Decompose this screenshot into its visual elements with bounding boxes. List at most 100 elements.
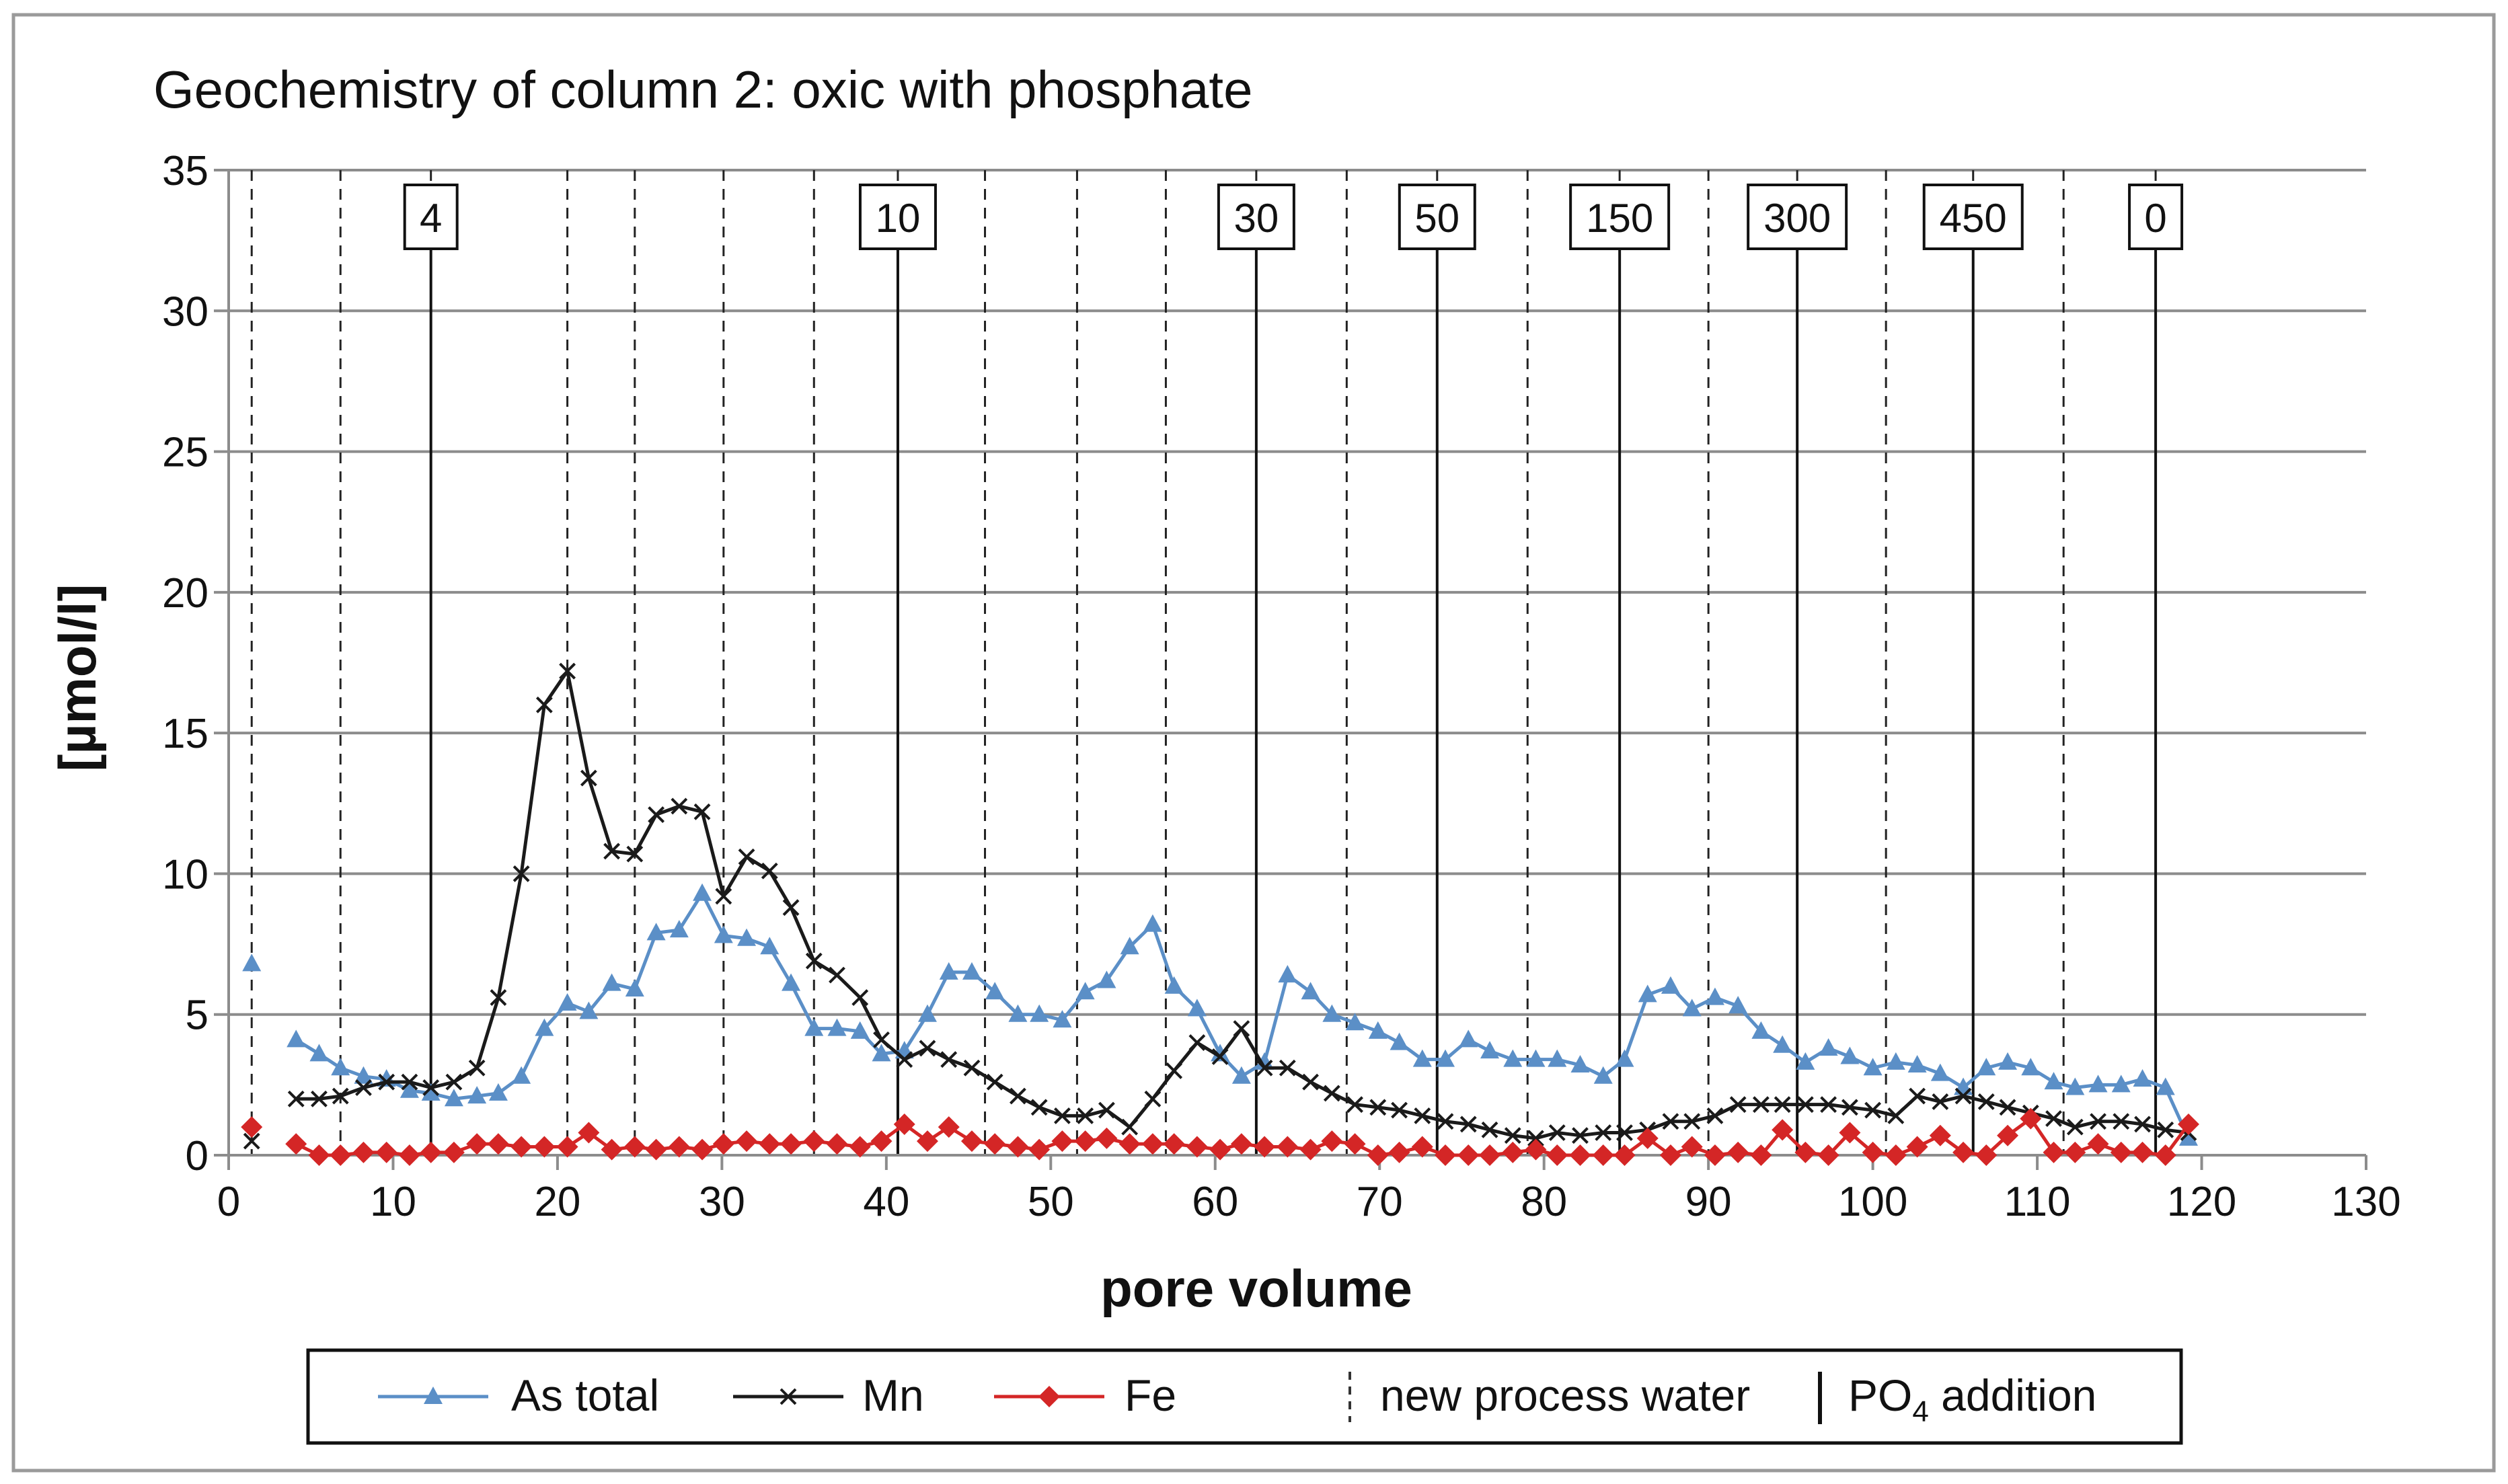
point-fe-1 bbox=[285, 1133, 307, 1155]
point-fe-16 bbox=[623, 1136, 646, 1158]
series-as_total bbox=[242, 883, 2198, 1146]
point-as_total-84 bbox=[2156, 1077, 2175, 1095]
point-mn-42 bbox=[1211, 1048, 1229, 1065]
x-tick-labels: 0 10 20 30 40 50 60 70 80 90 100 110 120 130 bbox=[217, 1179, 2401, 1225]
point-fe-53 bbox=[1457, 1144, 1480, 1166]
point-fe-80 bbox=[2064, 1141, 2086, 1163]
point-as_total-62 bbox=[1661, 976, 1680, 994]
y-tick-label-30: 30 bbox=[162, 288, 208, 335]
point-fe-61 bbox=[1636, 1127, 1659, 1149]
point-fe-62 bbox=[1659, 1144, 1681, 1166]
point-mn-50 bbox=[1391, 1101, 1408, 1119]
point-mn-0 bbox=[243, 1132, 260, 1150]
point-mn-20 bbox=[715, 888, 732, 905]
series-fe bbox=[241, 1107, 2199, 1166]
point-mn-51 bbox=[1414, 1107, 1431, 1124]
po4-box-7 bbox=[2128, 184, 2184, 250]
point-fe-73 bbox=[1906, 1136, 1928, 1158]
point-mn-2 bbox=[311, 1090, 328, 1107]
x-tick-label-30: 30 bbox=[699, 1179, 745, 1225]
x-axis-label: pore volume bbox=[1100, 1259, 1412, 1318]
point-mn-75 bbox=[1954, 1087, 1972, 1105]
point-as_total-24 bbox=[804, 1018, 824, 1036]
x-tick-label-130: 130 bbox=[2331, 1179, 2400, 1225]
point-mn-10 bbox=[490, 989, 507, 1007]
point-fe-51 bbox=[1411, 1136, 1433, 1158]
point-fe-10 bbox=[487, 1133, 509, 1155]
x-tick-label-50: 50 bbox=[1028, 1179, 1074, 1225]
point-mn-7 bbox=[422, 1079, 440, 1096]
point-mn-77 bbox=[1999, 1099, 2016, 1116]
legend-po4-label: PO4 addition bbox=[1848, 1370, 2096, 1428]
point-fe-78 bbox=[2020, 1107, 2042, 1130]
point-mn-21 bbox=[738, 848, 755, 865]
point-as_total-15 bbox=[602, 973, 621, 991]
point-mn-26 bbox=[851, 989, 869, 1007]
point-mn-22 bbox=[761, 862, 778, 880]
point-fe-23 bbox=[780, 1133, 802, 1155]
point-as_total-68 bbox=[1796, 1052, 1815, 1070]
point-fe-71 bbox=[1862, 1141, 1884, 1163]
point-mn-74 bbox=[1932, 1093, 1949, 1110]
point-fe-19 bbox=[691, 1138, 714, 1161]
point-as_total-70 bbox=[1840, 1046, 1860, 1064]
point-fe-58 bbox=[1569, 1144, 1591, 1166]
point-mn-73 bbox=[1909, 1087, 1926, 1105]
point-mn-13 bbox=[559, 662, 576, 680]
point-fe-76 bbox=[1975, 1144, 1998, 1166]
point-as_total-33 bbox=[1008, 1004, 1028, 1022]
point-mn-47 bbox=[1323, 1085, 1340, 1102]
point-as_total-80 bbox=[2065, 1077, 2085, 1095]
point-mn-19 bbox=[693, 803, 711, 820]
point-mn-54 bbox=[1481, 1121, 1498, 1138]
point-as_total-29 bbox=[917, 1004, 937, 1022]
point-mn-52 bbox=[1437, 1113, 1454, 1130]
po4-box-1 bbox=[858, 184, 937, 250]
point-as_total-78 bbox=[2021, 1058, 2041, 1076]
point-as_total-9 bbox=[467, 1086, 487, 1104]
point-fe-12 bbox=[533, 1136, 556, 1158]
point-mn-70 bbox=[1841, 1099, 1858, 1116]
point-mn-72 bbox=[1887, 1107, 1905, 1124]
point-fe-44 bbox=[1254, 1136, 1276, 1158]
point-as_total-1 bbox=[287, 1029, 306, 1048]
chart-frame bbox=[11, 13, 2496, 1473]
point-as_total-36 bbox=[1075, 982, 1095, 1000]
y-tick-labels: 0 5 10 15 20 25 30 35 bbox=[162, 148, 208, 1179]
point-fe-52 bbox=[1435, 1144, 1457, 1166]
legend-po4-rest: addition bbox=[1929, 1370, 2097, 1420]
point-fe-37 bbox=[1096, 1127, 1118, 1149]
point-as_total-54 bbox=[1480, 1041, 1500, 1059]
point-fe-67 bbox=[1772, 1119, 1794, 1141]
point-as_total-23 bbox=[782, 973, 801, 991]
y-axis-label: [µmol/l] bbox=[48, 584, 107, 772]
point-fe-64 bbox=[1704, 1144, 1726, 1166]
point-as_total-42 bbox=[1211, 1044, 1230, 1062]
point-as_total-13 bbox=[558, 992, 577, 1011]
legend-marker-fe bbox=[1038, 1386, 1060, 1407]
point-mn-35 bbox=[1054, 1107, 1071, 1124]
point-mn-9 bbox=[468, 1059, 486, 1077]
point-as_total-56 bbox=[1526, 1049, 1546, 1067]
point-as_total-55 bbox=[1503, 1049, 1523, 1067]
point-fe-47 bbox=[1321, 1130, 1343, 1153]
point-mn-29 bbox=[919, 1040, 936, 1057]
point-mn-1 bbox=[287, 1090, 305, 1107]
point-as_total-72 bbox=[1886, 1052, 1905, 1070]
point-as_total-19 bbox=[693, 883, 712, 901]
po4-box-2 bbox=[1217, 184, 1295, 250]
legend-label-fe: Fe bbox=[1125, 1370, 1176, 1420]
point-mn-65 bbox=[1729, 1096, 1747, 1114]
point-as_total-44 bbox=[1255, 1052, 1275, 1070]
point-fe-82 bbox=[2110, 1141, 2132, 1163]
x-tick-label-60: 60 bbox=[1192, 1179, 1238, 1225]
po4-box-label-3: 50 bbox=[1414, 196, 1459, 241]
point-as_total-39 bbox=[1143, 914, 1162, 932]
point-fe-42 bbox=[1209, 1138, 1231, 1161]
point-fe-2 bbox=[308, 1144, 330, 1166]
point-as_total-26 bbox=[850, 1021, 870, 1039]
point-mn-8 bbox=[445, 1073, 463, 1091]
point-fe-28 bbox=[893, 1113, 915, 1135]
point-mn-41 bbox=[1188, 1034, 1206, 1051]
point-fe-83 bbox=[2131, 1141, 2154, 1163]
